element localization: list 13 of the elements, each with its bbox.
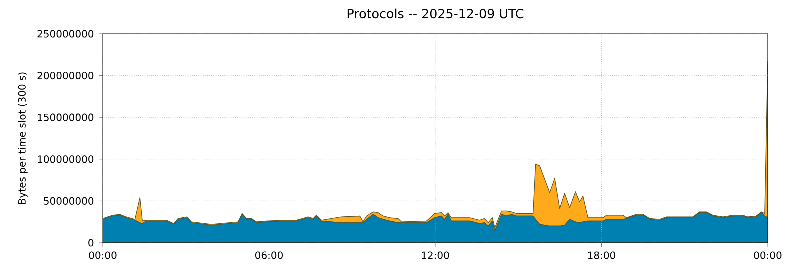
y-tick-label: 100000000 (38, 156, 94, 164)
x-tick-label: 06:00 (256, 252, 283, 260)
x-tick-label: 12:00 (422, 252, 450, 260)
y-axis-title: Bytes per time slot (300 s) (18, 72, 28, 204)
y-tick-label: 150000000 (38, 114, 94, 122)
chart-title: Protocols -- 2025-12-09 UTC (348, 8, 524, 19)
y-tick-label: 50000000 (44, 197, 94, 205)
y-tick-label: 0 (88, 239, 94, 247)
x-tick-label: 18:00 (588, 252, 616, 260)
y-tick-label: 250000000 (38, 30, 94, 38)
x-tick-label: 00:00 (754, 252, 782, 260)
x-tick-label: 00:00 (89, 252, 117, 260)
y-tick-label: 200000000 (38, 72, 94, 80)
